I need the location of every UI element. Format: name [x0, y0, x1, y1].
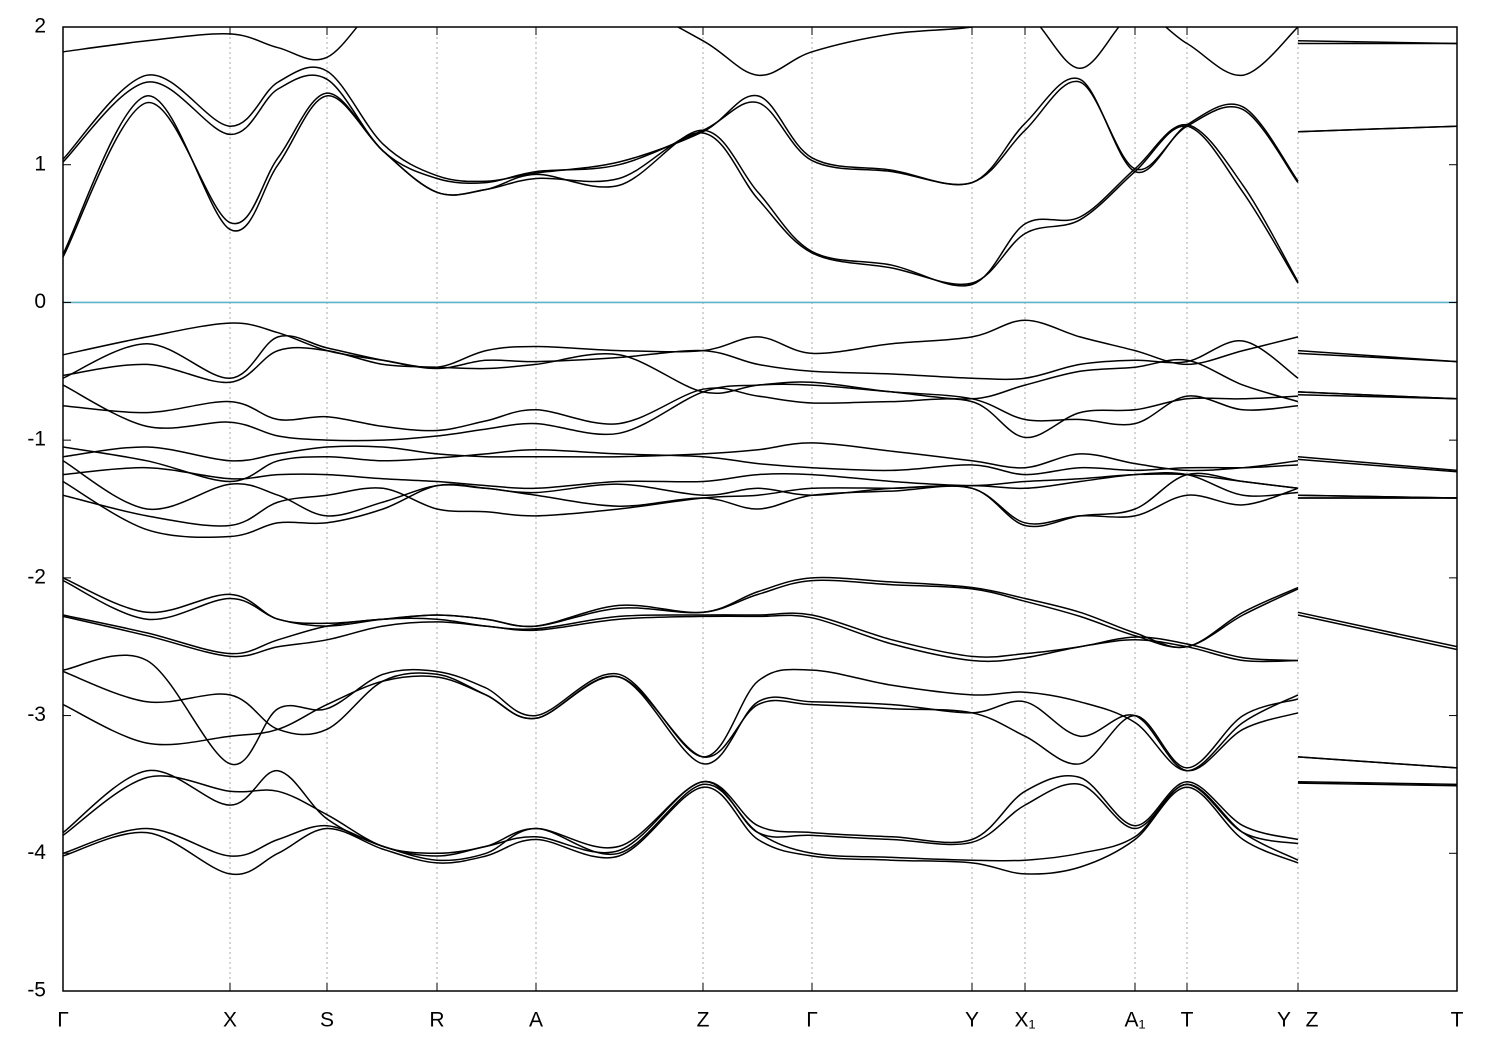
- grid: [229, 27, 1299, 991]
- band-line: [63, 460, 1457, 517]
- band-line: [63, 485, 1457, 527]
- band-line: [63, 42, 1457, 186]
- x-tick-label: Γ: [57, 1009, 69, 1032]
- x-tick-label: Γ: [806, 1009, 818, 1032]
- band-line: [63, 675, 1299, 769]
- y-tick-label: -3: [27, 703, 46, 726]
- y-tick-label: -5: [27, 979, 46, 1002]
- y-tick-label: -1: [27, 428, 46, 451]
- band-line: [63, 670, 1457, 772]
- x-tick-label: A₁: [1124, 1009, 1145, 1032]
- band-line: [63, 769, 1457, 857]
- band-line: [63, 346, 1457, 403]
- y-tick-label: 2: [34, 15, 46, 38]
- y-tick-label: 1: [34, 152, 46, 175]
- y-tick-label: -2: [27, 565, 46, 588]
- band-line: [63, 442, 1457, 472]
- x-tick-label: R: [429, 1009, 444, 1032]
- plot-frame: [62, 26, 1458, 992]
- band-line: [63, 786, 1299, 876]
- band-line: [63, 334, 1457, 381]
- band-line: [63, 446, 1457, 483]
- x-tick-label: Y: [965, 1009, 979, 1032]
- x-tick-label: Y: [1277, 1009, 1291, 1032]
- y-tick-label: -4: [27, 841, 46, 864]
- x-tick-label: S: [320, 1009, 334, 1032]
- x-tick-label: X₁: [1014, 1009, 1035, 1032]
- band-line: [63, 783, 1299, 862]
- band-line: [63, 579, 1457, 651]
- x-tick-label: T: [1181, 1009, 1194, 1032]
- band-line: [63, 387, 1457, 439]
- x-tick-label: T: [1451, 1009, 1464, 1032]
- band-line: [63, 95, 1457, 285]
- x-tick-label: Z: [697, 1009, 710, 1032]
- band-line: [63, 383, 1457, 442]
- band-line: [63, 612, 1299, 662]
- y-tick-label: 0: [34, 290, 46, 313]
- band-line: [63, 472, 1457, 539]
- band-line: [63, 319, 1457, 369]
- band-line: [63, 614, 1299, 663]
- x-tick-label: Z: [1306, 1009, 1319, 1032]
- x-tick-label: A: [529, 1009, 543, 1032]
- band-line: [63, 40, 1457, 186]
- x-tick-label: X: [223, 1009, 237, 1032]
- band-line: [63, 27, 1299, 76]
- band-line: [63, 92, 1457, 287]
- bands: [63, 27, 1457, 876]
